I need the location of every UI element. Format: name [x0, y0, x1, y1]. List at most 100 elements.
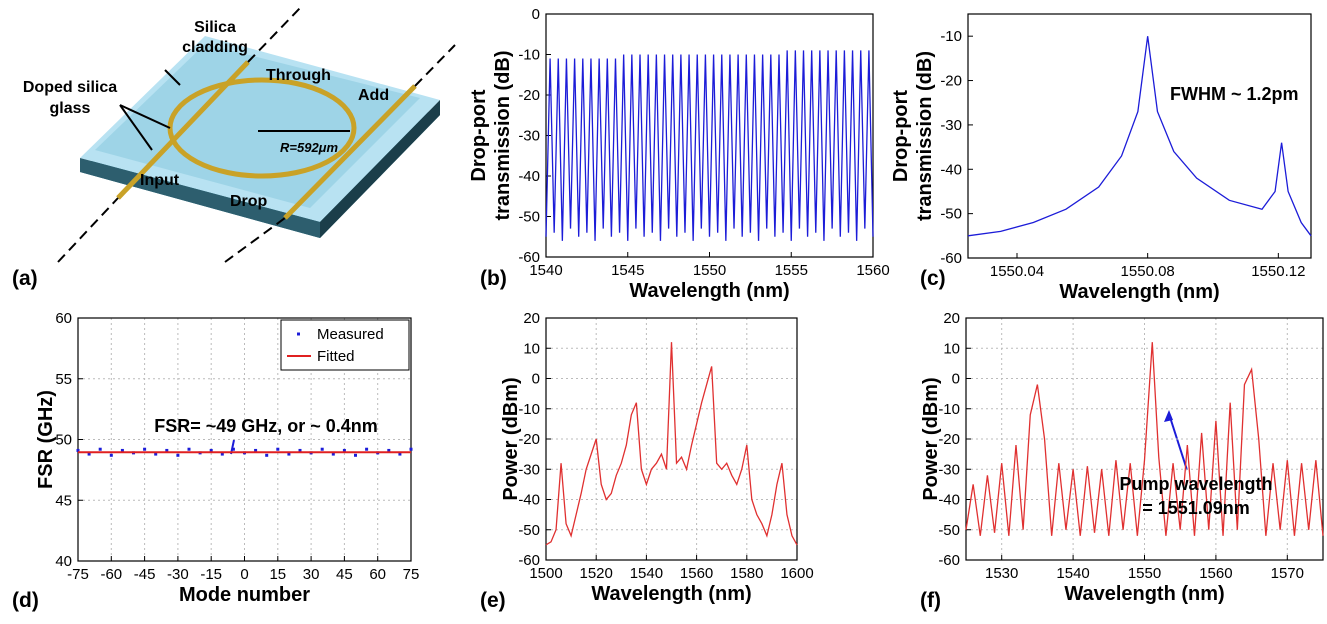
data-point [120, 448, 124, 452]
y-tick-label: -30 [518, 461, 540, 478]
y-tick-label: -20 [518, 431, 540, 448]
panel-label: (d) [12, 589, 39, 612]
y-tick-label: -10 [938, 401, 960, 418]
y-tick-label: 55 [55, 371, 72, 388]
label: Doped silica [23, 79, 117, 96]
x-tick-label: 60 [369, 566, 386, 583]
panel-label: (f) [920, 589, 941, 612]
data-point [220, 452, 224, 456]
y-axis-title: FSR (GHz) [35, 390, 57, 489]
y-tick-label: 0 [532, 371, 540, 388]
y-tick-label: 0 [532, 6, 540, 23]
x-tick-label: 1550 [693, 262, 726, 279]
annotation: Pump wavelength [1119, 474, 1272, 494]
device-diagram: Silica cladding Doped silica glass Throu… [23, 7, 456, 263]
label: Input [140, 172, 180, 189]
x-tick-label: 1540 [1056, 565, 1089, 582]
x-tick-label: 1550 [1128, 565, 1161, 582]
label: Drop [230, 193, 268, 210]
data-point [365, 447, 369, 451]
data-point [387, 448, 391, 452]
y-tick-label: -20 [940, 73, 962, 90]
y-tick-label: 45 [55, 492, 72, 509]
annotation-arrow [1168, 413, 1188, 471]
y-tick-label: 10 [523, 340, 540, 357]
annotation: FWHM ~ 1.2pm [1170, 84, 1299, 104]
x-tick-label: 1545 [611, 262, 644, 279]
panel-label: (c) [920, 267, 946, 290]
label: R=592μm [280, 140, 339, 155]
data-point [154, 452, 158, 456]
data-point [287, 452, 291, 456]
y-tick-label: -60 [938, 552, 960, 569]
waveguide [283, 84, 417, 220]
y-tick-label: -10 [518, 47, 540, 64]
y-tick-label: -40 [518, 168, 540, 185]
label: cladding [182, 39, 248, 56]
panel-label: (b) [480, 267, 507, 290]
y-tick-label: 10 [943, 340, 960, 357]
annotation: FSR= ~49 GHz, or ~ 0.4nm [154, 416, 378, 436]
y-tick-label: 20 [943, 310, 960, 327]
y-tick-label: 0 [952, 371, 960, 388]
legend-box [280, 319, 410, 371]
x-tick-label: 1600 [780, 565, 813, 582]
x-tick-label: 1560 [1199, 565, 1232, 582]
cladding [95, 44, 420, 208]
y-axis-title: transmission (dB) [914, 51, 936, 221]
x-tick-label: 0 [240, 566, 248, 583]
y-axis-title: Drop-port [890, 90, 912, 183]
data-point [342, 448, 346, 452]
data-point [176, 453, 180, 457]
y-tick-label: 20 [523, 310, 540, 327]
y-tick-label: -40 [940, 161, 962, 178]
data-point [98, 447, 102, 451]
data-point [398, 452, 402, 456]
x-tick-label: 1540 [630, 565, 663, 582]
x-tick-label: 1570 [1271, 565, 1304, 582]
legend-swatch [297, 332, 300, 336]
x-tick-label: -45 [134, 566, 156, 583]
label: Silica [194, 19, 236, 36]
x-tick-label: -15 [200, 566, 222, 583]
x-axis-title: Wavelength (nm) [1064, 583, 1224, 605]
dashed-path [224, 217, 286, 263]
y-axis-title: Drop-port [468, 89, 490, 182]
x-axis-title: Wavelength (nm) [591, 583, 751, 605]
y-tick-label: -60 [518, 249, 540, 266]
data-point [354, 453, 357, 457]
y-tick-label: -20 [938, 431, 960, 448]
y-tick-label: -50 [518, 209, 540, 226]
label: glass [50, 100, 91, 117]
data-point [298, 448, 302, 452]
y-axis-title: Power (dBm) [500, 377, 522, 500]
dashed-path [247, 7, 301, 63]
data-point [231, 447, 235, 451]
annotation: = 1551.09nm [1142, 498, 1250, 518]
pointer [164, 69, 181, 86]
label: Through [266, 67, 331, 84]
y-tick-label: -30 [518, 128, 540, 145]
pointer [119, 104, 153, 151]
plot-frame [545, 317, 798, 561]
data-point [187, 447, 191, 451]
data-line [545, 50, 874, 241]
plot-frame [967, 13, 1312, 259]
y-axis-title: Power (dBm) [920, 377, 942, 500]
x-tick-label: 30 [303, 566, 320, 583]
x-tick-label: 75 [403, 566, 420, 583]
data-line [965, 342, 1324, 536]
legend-label: Measured [317, 326, 384, 343]
arrow-head [1164, 410, 1173, 422]
x-tick-label: -60 [100, 566, 122, 583]
slab-side [320, 100, 440, 238]
data-line [545, 342, 798, 546]
y-tick-label: -50 [938, 522, 960, 539]
waveguide [116, 60, 250, 200]
x-tick-label: 1555 [775, 262, 808, 279]
x-axis-title: Wavelength (nm) [1059, 281, 1219, 303]
y-tick-label: 60 [55, 310, 72, 327]
data-point [87, 452, 91, 456]
panel-label: (e) [480, 589, 506, 612]
